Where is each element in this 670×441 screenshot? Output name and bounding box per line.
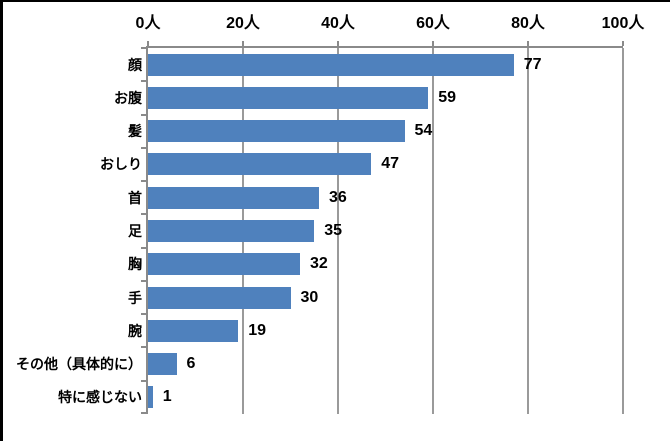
bar-row: 1 <box>148 381 623 414</box>
x-axis-tick-mark <box>147 41 149 46</box>
x-axis-tick-label: 100人 <box>601 15 645 32</box>
x-axis-tick-mark <box>622 41 624 46</box>
x-axis-tick-label: 40人 <box>321 15 355 32</box>
value-label: 47 <box>381 155 400 173</box>
bar-row: 77 <box>148 48 623 81</box>
x-axis-tick-label: 0人 <box>135 15 161 32</box>
category-label: 手 <box>128 289 142 306</box>
bar-row: 32 <box>148 248 623 281</box>
category-label: 首 <box>128 189 142 206</box>
category-axis-tick-mark <box>141 279 146 282</box>
gridline <box>527 48 529 414</box>
category-label: 特に感じない <box>58 389 142 406</box>
x-axis-tick-label: 20人 <box>226 15 260 32</box>
category-label: 足 <box>128 222 142 239</box>
x-axis-tick-label: 80人 <box>511 15 545 32</box>
bar-row: 54 <box>148 115 623 148</box>
category-label: 胸 <box>128 256 142 273</box>
value-label: 32 <box>310 255 328 273</box>
bar <box>148 86 429 109</box>
x-axis-tick-mark <box>527 41 529 46</box>
x-axis-tick-mark <box>432 41 434 46</box>
bar-row: 59 <box>148 81 623 114</box>
gridline <box>337 48 339 414</box>
bar <box>148 53 514 76</box>
category-axis-tick-mark <box>141 113 146 116</box>
category-axis-tick-mark <box>141 180 146 183</box>
x-axis-tick-mark <box>337 41 339 46</box>
category-label: 髪 <box>128 123 142 140</box>
value-label: 59 <box>438 88 457 106</box>
category-axis-tick-mark <box>141 246 146 249</box>
value-label: 30 <box>300 288 319 306</box>
category-axis-tick-mark <box>141 346 146 349</box>
bar <box>148 219 315 242</box>
bar-row: 47 <box>148 148 623 181</box>
bar-row: 30 <box>148 281 623 314</box>
bar <box>148 386 153 409</box>
bar-row: 19 <box>148 314 623 347</box>
category-label: おしり <box>100 156 142 173</box>
gridline <box>622 48 624 414</box>
category-axis-tick-mark <box>141 47 146 49</box>
bar-row: 35 <box>148 214 623 247</box>
bar <box>148 319 239 342</box>
value-label: 6 <box>186 355 196 373</box>
bar-row: 6 <box>148 347 623 380</box>
category-axis-tick-mark <box>141 146 146 149</box>
bar <box>148 186 319 209</box>
gridline <box>432 48 434 414</box>
value-label: 1 <box>162 388 172 406</box>
category-label: 顔 <box>128 56 142 73</box>
category-label: お腹 <box>114 89 142 106</box>
category-label: 腕 <box>128 322 142 339</box>
x-axis-tick-label: 60人 <box>416 15 450 32</box>
bar <box>148 120 405 143</box>
bar <box>148 153 372 176</box>
value-label: 54 <box>414 122 433 140</box>
value-label: 77 <box>523 55 542 73</box>
plot-area: 77 59 54 47 36 35 32 30 19 6 1 <box>141 41 624 414</box>
bar-row: 36 <box>148 181 623 214</box>
value-label: 19 <box>248 321 267 339</box>
bar <box>148 353 177 376</box>
category-axis-tick-mark <box>141 213 146 216</box>
category-axis-tick-mark <box>141 313 146 316</box>
x-axis-tick-mark <box>242 41 244 46</box>
category-axis-tick-mark <box>141 80 146 83</box>
value-label: 35 <box>324 221 343 239</box>
bar <box>148 286 291 309</box>
category-axis-tick-mark <box>141 379 146 382</box>
bar <box>148 253 300 276</box>
value-label: 36 <box>329 188 347 206</box>
category-label: その他（具体的に） <box>16 356 142 373</box>
category-axis-tick-mark <box>141 412 146 414</box>
